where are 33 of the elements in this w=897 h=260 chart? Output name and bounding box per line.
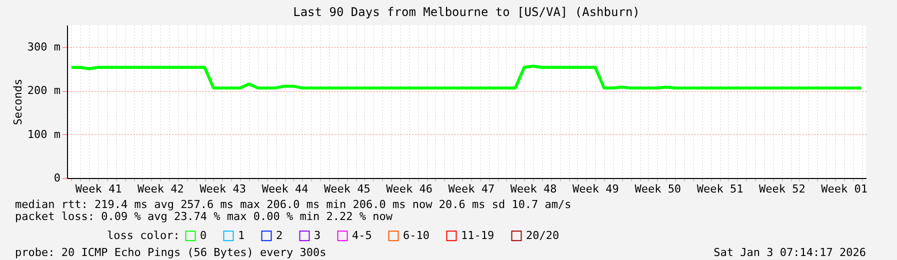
x-tick-label: Week 45 xyxy=(324,182,370,196)
line-series xyxy=(70,64,864,90)
x-tick-label: Week 51 xyxy=(696,182,744,196)
legend-label: 3 xyxy=(314,228,321,242)
x-tick-label: Week 46 xyxy=(386,182,432,196)
chart-title: Last 90 Days from Melbourne to [US/VA] (Ashburn) xyxy=(293,5,640,19)
x-tick-label: Week 01 xyxy=(821,182,868,196)
x-tick-label: Week 42 xyxy=(138,182,184,196)
legend-label: 4-5 xyxy=(352,228,372,242)
x-tick-label: Week 41 xyxy=(75,182,122,196)
x-tick-label: Week 44 xyxy=(262,182,309,196)
x-tick-label: Week 47 xyxy=(448,182,495,196)
x-tick-label: Week 48 xyxy=(510,182,557,196)
x-tick-label: Week 49 xyxy=(572,182,619,196)
legend-title: loss color: xyxy=(107,229,180,242)
legend-label: 1 xyxy=(238,228,245,242)
legend-label: 2 xyxy=(276,228,283,242)
legend-label: 6-10 xyxy=(403,228,430,242)
legend-label: 0 xyxy=(200,228,207,242)
x-tick-label: Week 43 xyxy=(200,182,246,196)
text: packet loss: 0.09 % avg 23.74 % max 0.00 % min 2.22 % now xyxy=(15,210,393,223)
y-tick-label: 0 xyxy=(54,172,60,184)
y-tick-label: 100 m xyxy=(27,128,61,141)
legend-label: 20/20 xyxy=(526,228,560,242)
x-tick-label: Week 52 xyxy=(758,182,806,196)
y-axis-title: Seconds xyxy=(11,78,24,126)
text: median rtt: 219.4 ms avg 257.6 ms max 206.0 ms min 206.0 ms now 20.6 ms sd 10.7 am/s xyxy=(15,198,572,211)
y-tick-label: 200 m xyxy=(27,84,61,98)
text: probe: 20 ICMP Echo Pings (56 Bytes) every 300s xyxy=(15,246,326,259)
x-tick-label: Week 50 xyxy=(634,182,682,196)
text: Sat Jan 3 07:14:17 2026 xyxy=(714,246,866,259)
y-tick-label: 300 m xyxy=(27,40,61,54)
legend-label: 11-19 xyxy=(461,228,494,242)
